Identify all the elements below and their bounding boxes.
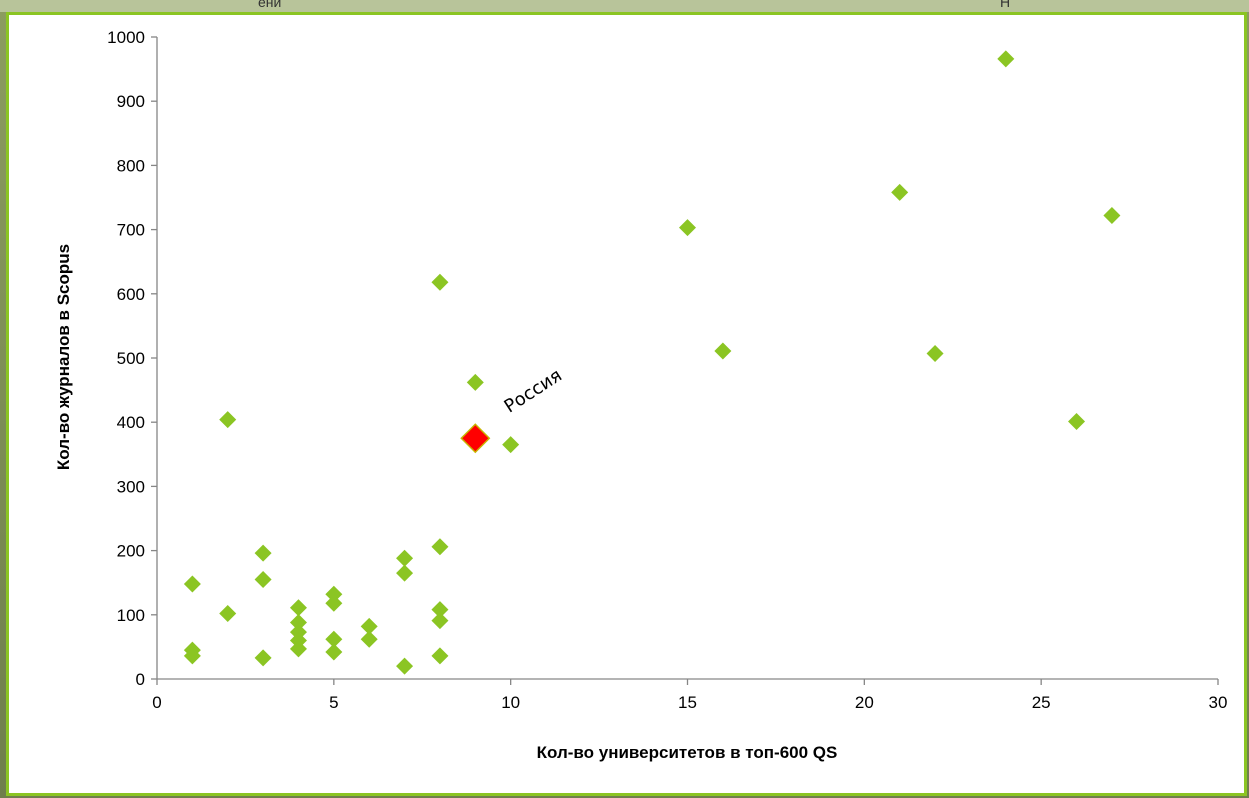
y-tick-label: 900 xyxy=(117,92,145,111)
data-point xyxy=(254,544,272,562)
data-point xyxy=(1068,413,1086,431)
data-point xyxy=(466,373,484,391)
data-point xyxy=(431,612,449,630)
data-point xyxy=(926,345,944,363)
x-axis-title: Кол-во университетов в топ-600 QS xyxy=(537,743,838,762)
data-point xyxy=(325,594,343,612)
y-tick-label: 0 xyxy=(136,670,145,689)
y-tick-label: 400 xyxy=(117,413,145,432)
x-tick-label: 30 xyxy=(1209,693,1228,712)
data-point xyxy=(1103,206,1121,224)
x-tick-label: 0 xyxy=(152,693,161,712)
data-point xyxy=(325,630,343,648)
data-point xyxy=(396,564,414,582)
y-tick-label: 300 xyxy=(117,477,145,496)
data-point xyxy=(431,601,449,619)
data-point xyxy=(360,630,378,648)
data-point xyxy=(502,436,520,454)
y-axis-title: Кол-во журналов в Scopus xyxy=(54,244,73,470)
x-tick-label: 5 xyxy=(329,693,338,712)
y-tick-label: 600 xyxy=(117,285,145,304)
y-tick-label: 100 xyxy=(117,606,145,625)
data-point xyxy=(396,549,414,567)
data-point xyxy=(219,605,237,623)
data-point xyxy=(183,647,201,665)
highlight-point xyxy=(460,423,491,454)
y-tick-label: 200 xyxy=(117,542,145,561)
data-point xyxy=(183,575,201,593)
top-strip-text-right: Н xyxy=(1000,0,1011,10)
data-points xyxy=(183,50,1121,675)
top-strip-text-left: ени xyxy=(258,0,282,10)
data-point xyxy=(289,599,307,617)
data-point xyxy=(997,50,1015,68)
top-strip: ени Н xyxy=(0,0,1249,12)
axes: 0 100 200 300 400 500 600 700 800 900 1000 0 5 10 15 20… xyxy=(107,28,1227,712)
data-point xyxy=(891,183,909,201)
data-point xyxy=(289,614,307,632)
data-point xyxy=(325,585,343,603)
data-point xyxy=(431,647,449,665)
data-point xyxy=(431,538,449,556)
x-tick-label: 25 xyxy=(1032,693,1051,712)
data-point xyxy=(679,219,696,237)
data-point xyxy=(219,411,237,429)
data-point xyxy=(431,273,449,291)
data-point xyxy=(396,657,414,675)
x-tick-label: 10 xyxy=(501,693,520,712)
data-point xyxy=(289,640,307,658)
data-point xyxy=(254,570,272,588)
y-tick-label: 700 xyxy=(117,221,145,240)
y-tick-label: 1000 xyxy=(107,28,145,47)
data-point xyxy=(325,643,343,661)
data-point xyxy=(360,617,378,635)
highlight-label: Россия xyxy=(501,365,566,418)
x-tick-label: 20 xyxy=(855,693,874,712)
y-tick-label: 800 xyxy=(117,156,145,175)
data-point xyxy=(254,649,272,667)
data-point xyxy=(714,342,732,360)
chart-panel xyxy=(6,12,1247,796)
y-tick-label: 500 xyxy=(117,349,145,368)
x-tick-label: 15 xyxy=(678,693,697,712)
